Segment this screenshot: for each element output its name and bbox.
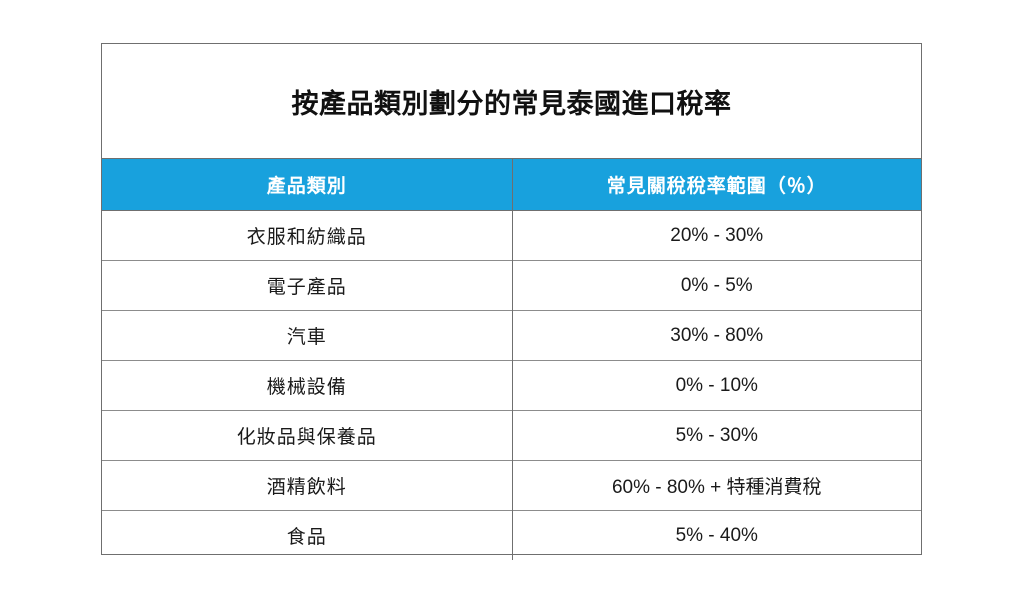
row-category: 食品	[102, 510, 513, 560]
table-row: 衣服和紡織品 20% - 30%	[102, 210, 921, 261]
table-row: 酒精飲料 60% - 80% + 特種消費稅	[102, 460, 921, 511]
row-rate: 0% - 10%	[512, 360, 921, 411]
row-category: 酒精飲料	[102, 460, 513, 511]
row-rate: 30% - 80%	[512, 310, 921, 361]
row-rate: 60% - 80% + 特種消費稅	[512, 460, 921, 511]
table-title-row: 按產品類別劃分的常見泰國進口稅率	[102, 44, 921, 159]
table-row: 食品 5% - 40%	[102, 510, 921, 560]
table-row: 機械設備 0% - 10%	[102, 360, 921, 411]
row-category: 衣服和紡織品	[102, 210, 513, 261]
row-rate: 5% - 30%	[512, 410, 921, 461]
header-row: 產品類別 常見關稅稅率範圍（％）	[102, 159, 921, 211]
row-category: 機械設備	[102, 360, 513, 411]
row-rate: 5% - 40%	[512, 510, 921, 560]
header-category: 產品類別	[102, 159, 513, 211]
table-title: 按產品類別劃分的常見泰國進口稅率	[291, 88, 732, 120]
row-rate: 0% - 5%	[512, 260, 921, 311]
row-category: 電子產品	[102, 260, 513, 311]
table-row: 汽車 30% - 80%	[102, 310, 921, 361]
tariff-data-table: 產品類別 常見關稅稅率範圍（％） 衣服和紡織品 20% - 30% 電子產品 0…	[102, 159, 921, 560]
header-rate: 常見關稅稅率範圍（％）	[512, 159, 921, 211]
row-rate: 20% - 30%	[670, 224, 764, 246]
row-category: 化妝品與保養品	[102, 410, 513, 461]
tariff-table: 按產品類別劃分的常見泰國進口稅率 產品類別 常見關稅稅率範圍（％） 衣服和紡織品…	[101, 43, 922, 560]
table-row: 化妝品與保養品 5% - 30%	[102, 410, 921, 461]
row-category: 汽車	[102, 310, 513, 361]
table-row: 電子產品 0% - 5%	[102, 260, 921, 311]
